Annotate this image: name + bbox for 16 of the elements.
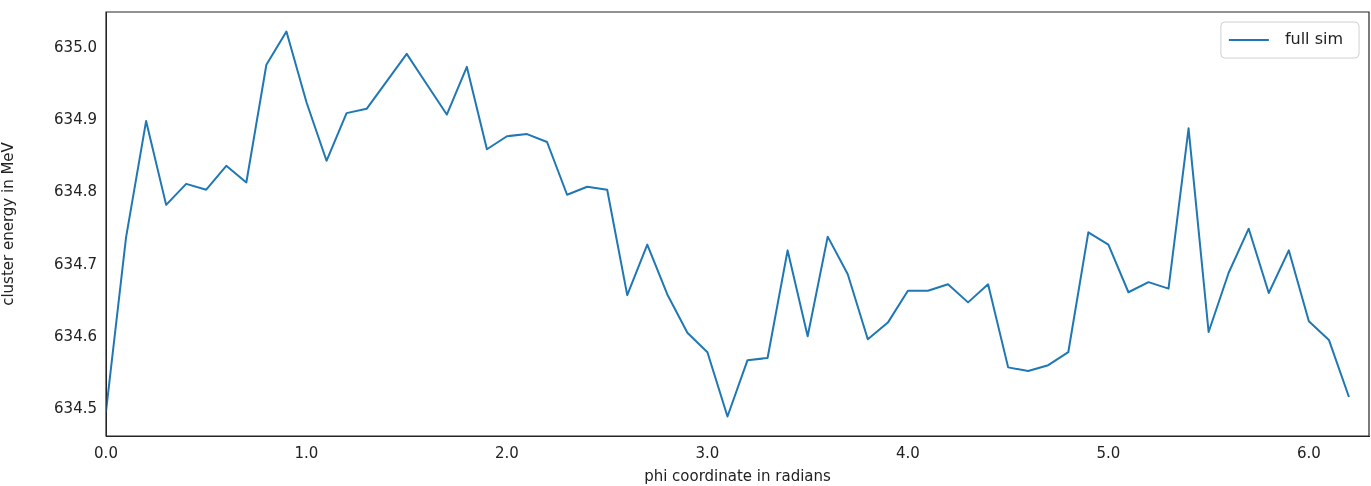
legend-label: full sim [1284, 29, 1344, 49]
y-tick-label: 634.6 [54, 326, 97, 345]
y-tick-label: 635.0 [54, 38, 97, 57]
x-tick-label: 3.0 [695, 443, 720, 462]
x-axis-title: phi coordinate in radians [644, 466, 832, 485]
y-tick-label: 634.5 [54, 399, 97, 418]
x-tick-label: 0.0 [94, 443, 118, 462]
x-tick-label: 4.0 [895, 443, 920, 462]
x-tick-label: 6.0 [1296, 443, 1321, 462]
x-tick-label: 5.0 [1096, 443, 1121, 462]
x-tick-label: 1.0 [294, 443, 319, 462]
y-tick-label: 634.7 [54, 254, 97, 273]
y-tick-label: 634.8 [54, 182, 97, 201]
y-tick-label: 634.9 [54, 110, 97, 129]
x-tick-label: 2.0 [495, 443, 519, 462]
y-axis-title: cluster energy in MeV [0, 141, 17, 306]
